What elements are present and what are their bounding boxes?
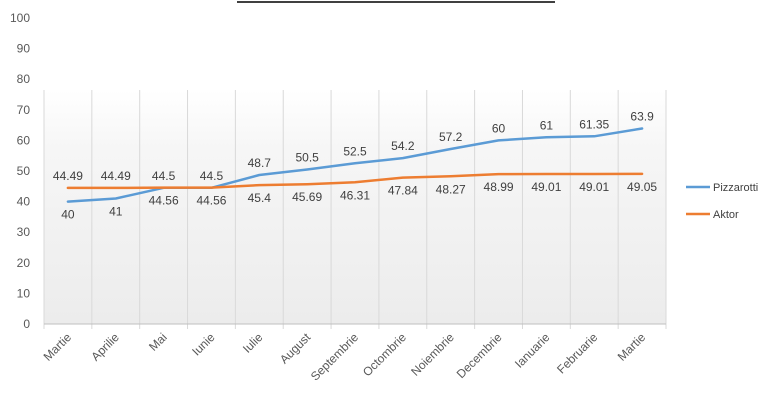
y-tick-label: 40: [17, 195, 31, 209]
data-label-pizzarotti: 61: [540, 118, 554, 132]
data-label-aktor: 46.31: [340, 188, 370, 202]
x-tick-label: Noiembrie: [408, 330, 457, 379]
y-axis: 0 10 20 30 40 50 60 70 80 90 100: [10, 11, 30, 331]
data-label-pizzarotti: 40: [61, 208, 75, 222]
data-label-pizzarotti: 52.5: [343, 144, 367, 158]
data-label-aktor: 48.99: [484, 180, 514, 194]
y-tick-label: 70: [17, 103, 31, 117]
data-label-pizzarotti: 61.35: [579, 117, 609, 131]
data-label-aktor: 44.56: [196, 194, 226, 208]
data-label-pizzarotti: 48.7: [248, 156, 272, 170]
data-label-pizzarotti: 50.5: [295, 150, 319, 164]
series-lines: [66, 127, 644, 203]
y-tick-label: 0: [23, 317, 30, 331]
data-label-pizzarotti: 63.9: [630, 109, 654, 123]
x-tick-label: Iulie: [240, 330, 266, 356]
data-label-aktor: 44.56: [149, 194, 179, 208]
data-label-pizzarotti: 57.2: [439, 130, 463, 144]
x-tick-label: Ianuarie: [512, 330, 553, 371]
data-label-aktor: 44.49: [101, 169, 131, 183]
x-tick-label: August: [277, 330, 314, 367]
data-label-pizzarotti: 44.5: [200, 169, 224, 183]
series-line-aktor: [66, 172, 644, 190]
x-tick-label: Martie: [615, 330, 649, 364]
data-label-aktor: 49.01: [531, 180, 561, 194]
y-tick-label: 50: [17, 164, 31, 178]
y-tick-label: 100: [10, 11, 30, 25]
legend: Pizzarotti Aktor: [686, 182, 758, 221]
x-tick-label: Martie: [41, 330, 75, 364]
y-tick-label: 20: [17, 256, 31, 270]
data-label-pizzarotti: 60: [492, 121, 506, 135]
data-label-aktor: 47.84: [388, 184, 418, 198]
data-label-aktor: 45.4: [248, 191, 272, 205]
data-label-pizzarotti: 41: [109, 205, 123, 219]
data-label-aktor: 45.69: [292, 190, 322, 204]
x-tick-label: Februarie: [554, 330, 600, 376]
data-label-pizzarotti: 54.2: [391, 139, 415, 153]
y-tick-label: 10: [17, 286, 31, 300]
x-tick-label: Septembrie: [308, 330, 362, 384]
y-tick-label: 80: [17, 72, 31, 86]
y-tick-label: 60: [17, 133, 31, 147]
data-labels: 40 41 44.5 44.5 48.7 50.5 52.5 54.2 57.2 60 61 61.3…: [53, 109, 658, 221]
x-axis: Martie Aprilie Mai Iunie Iulie AugustSeptembr…: [41, 323, 666, 384]
x-tick-label: Decembrie: [454, 330, 505, 381]
x-tick-label: Octombrie: [360, 330, 409, 379]
data-label-aktor: 44.49: [53, 169, 83, 183]
x-tick-label: Mai: [146, 330, 170, 354]
grid-lines: [43, 90, 667, 329]
data-label-pizzarotti: 44.5: [152, 169, 176, 183]
data-label-aktor: 48.27: [436, 182, 466, 196]
data-label-aktor: 49.01: [579, 180, 609, 194]
y-tick-label: 30: [17, 225, 31, 239]
plot-area-background: [44, 90, 666, 324]
y-tick-label: 90: [17, 42, 31, 56]
legend-label-aktor: Aktor: [713, 209, 739, 221]
legend-label-pizzarotti: Pizzarotti: [713, 182, 758, 194]
data-label-aktor: 49.05: [627, 180, 657, 194]
x-tick-label: Iunie: [189, 330, 218, 359]
x-tick-label: Aprilie: [88, 330, 122, 364]
